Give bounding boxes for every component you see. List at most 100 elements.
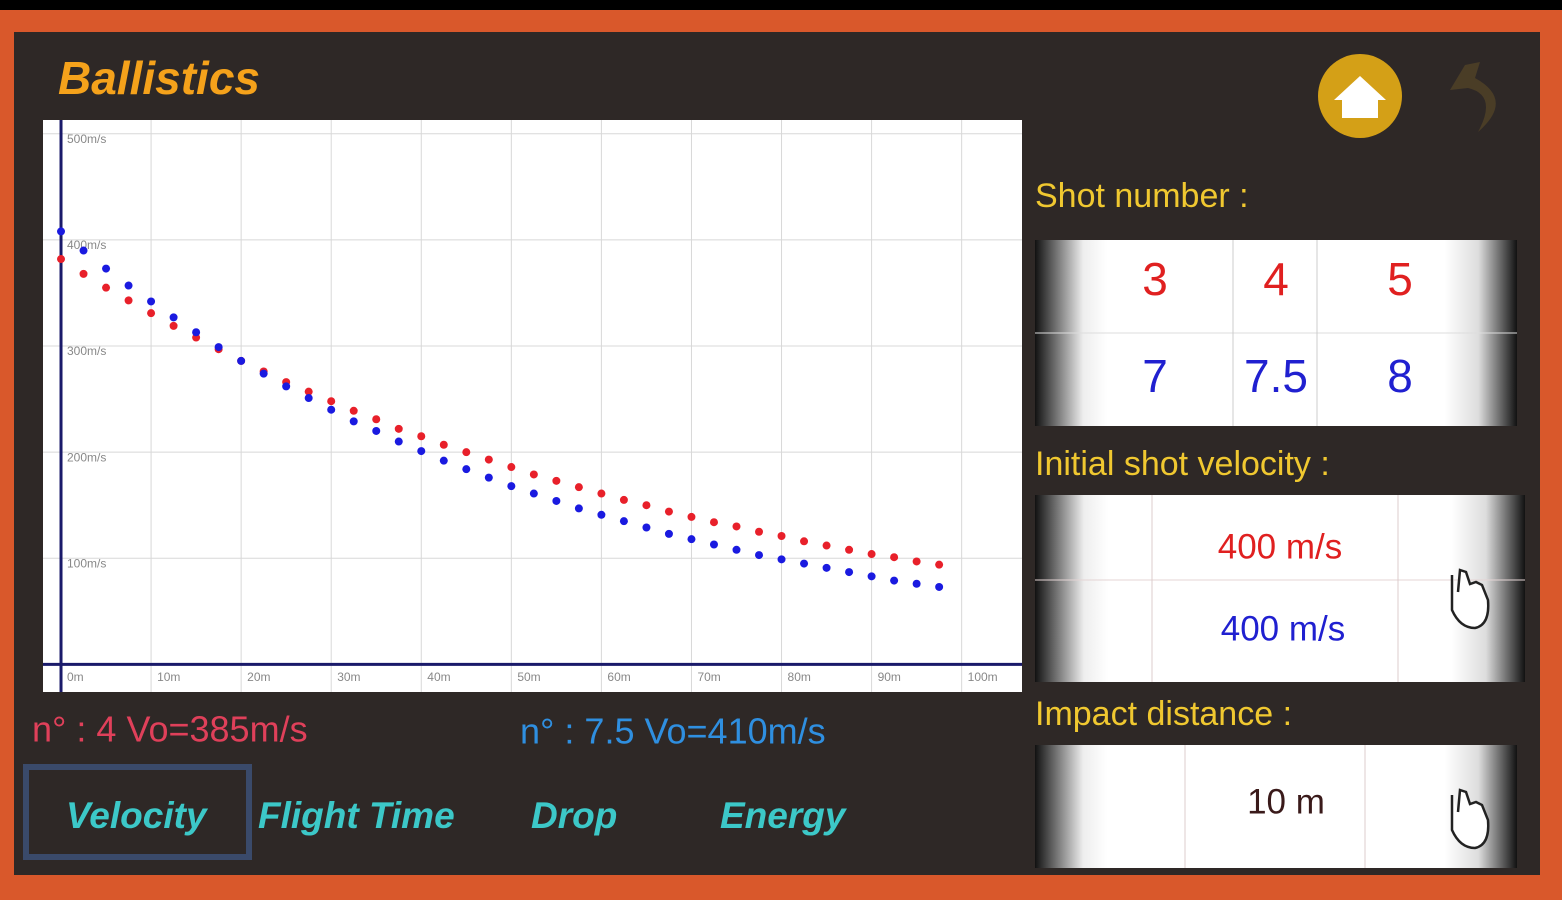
- data-point: [57, 255, 66, 264]
- data-point: [845, 545, 854, 554]
- chart-area: [43, 120, 1022, 692]
- data-point: [709, 518, 718, 527]
- legend-entry: n° : 4 Vo=385m/s: [32, 709, 308, 750]
- data-point: [169, 321, 178, 330]
- data-point: [890, 576, 899, 585]
- picker-value: 3: [1142, 253, 1168, 305]
- data-point: [574, 504, 583, 513]
- data-point: [709, 540, 718, 549]
- x-tick-label: 10m: [157, 670, 180, 684]
- x-tick-label: 20m: [247, 670, 270, 684]
- data-point: [822, 563, 831, 572]
- label: Shot number :: [1035, 177, 1249, 215]
- data-point: [597, 510, 606, 519]
- x-tick-label: 40m: [427, 670, 450, 684]
- data-point: [169, 313, 178, 322]
- picker-value: 4: [1263, 253, 1289, 305]
- x-tick-label: 30m: [337, 670, 360, 684]
- y-tick-label: 100m/s: [67, 556, 106, 570]
- x-tick-label: 50m: [517, 670, 540, 684]
- data-point: [327, 397, 336, 406]
- x-tick-label: 100m: [968, 670, 998, 684]
- data-point: [484, 473, 493, 482]
- data-point: [304, 394, 313, 403]
- y-tick-label: 300m/s: [67, 344, 106, 358]
- data-point: [755, 527, 764, 536]
- data-point: [800, 559, 809, 568]
- app-title: Ballistics: [58, 52, 260, 104]
- data-point: [732, 522, 741, 531]
- data-point: [822, 541, 831, 550]
- data-point: [259, 369, 268, 378]
- picker-value: 10 m: [1247, 782, 1325, 821]
- data-point: [147, 297, 156, 306]
- picker-value: 400 m/s: [1218, 527, 1343, 566]
- data-point: [777, 555, 786, 564]
- swipe-icon: [1450, 568, 1490, 630]
- y-tick-label: 500m/s: [67, 132, 106, 146]
- tab-selected: [23, 764, 252, 860]
- data-point: [642, 523, 651, 532]
- data-point: [192, 328, 201, 337]
- data-point: [529, 489, 538, 498]
- x-tick-label: 0m: [67, 670, 84, 684]
- distance-picker[interactable]: 10 m: [1035, 745, 1517, 868]
- picker-value: 8: [1387, 350, 1413, 402]
- data-point: [845, 568, 854, 577]
- data-point: [687, 512, 696, 521]
- x-tick-label: 60m: [607, 670, 630, 684]
- data-point: [574, 483, 583, 492]
- data-point: [552, 496, 561, 505]
- data-point: [800, 537, 809, 546]
- x-tick-label: 80m: [788, 670, 811, 684]
- data-point: [507, 482, 516, 491]
- x-tick-label: 70m: [697, 670, 720, 684]
- data-point: [439, 440, 448, 449]
- picker-value: 7.5: [1244, 350, 1308, 402]
- data-point: [912, 579, 921, 588]
- data-point: [417, 432, 426, 441]
- x-tick-label: 90m: [878, 670, 901, 684]
- data-point: [462, 448, 471, 457]
- y-tick-label: 400m/s: [67, 238, 106, 252]
- label: Initial shot velocity :: [1035, 445, 1330, 483]
- data-point: [439, 456, 448, 465]
- data-point: [755, 551, 764, 560]
- swipe-icon: [1450, 788, 1490, 850]
- velocity-picker[interactable]: 400 m/s 400 m/s: [1035, 495, 1525, 682]
- data-point: [912, 557, 921, 566]
- data-point: [372, 415, 381, 424]
- home-button[interactable]: [1318, 54, 1402, 138]
- data-point: [282, 382, 291, 391]
- data-point: [57, 227, 66, 236]
- y-tick-label: 200m/s: [67, 450, 106, 464]
- data-point: [462, 465, 471, 474]
- data-point: [890, 553, 899, 562]
- tab[interactable]: Energy: [720, 795, 848, 836]
- data-point: [102, 283, 111, 292]
- back-button[interactable]: [1450, 62, 1496, 132]
- data-point: [124, 296, 133, 305]
- tab[interactable]: Velocity: [66, 795, 209, 836]
- data-point: [484, 455, 493, 464]
- data-point: [619, 517, 628, 526]
- data-point: [507, 463, 516, 472]
- tab[interactable]: Flight Time: [258, 795, 455, 836]
- data-point: [687, 535, 696, 544]
- data-point: [867, 572, 876, 581]
- tab[interactable]: Drop: [531, 795, 617, 836]
- data-point: [529, 470, 538, 479]
- data-point: [777, 532, 786, 540]
- data-point: [304, 387, 313, 396]
- data-point: [102, 264, 111, 273]
- shot-picker[interactable]: 3 4 5 7 7.5 8: [1035, 240, 1517, 426]
- data-point: [147, 309, 156, 318]
- data-point: [597, 489, 606, 498]
- data-point: [349, 417, 358, 426]
- data-point: [417, 447, 426, 456]
- data-point: [867, 550, 876, 559]
- legend-entry: n° : 7.5 Vo=410m/s: [520, 711, 826, 752]
- data-point: [214, 343, 223, 352]
- data-point: [327, 405, 336, 414]
